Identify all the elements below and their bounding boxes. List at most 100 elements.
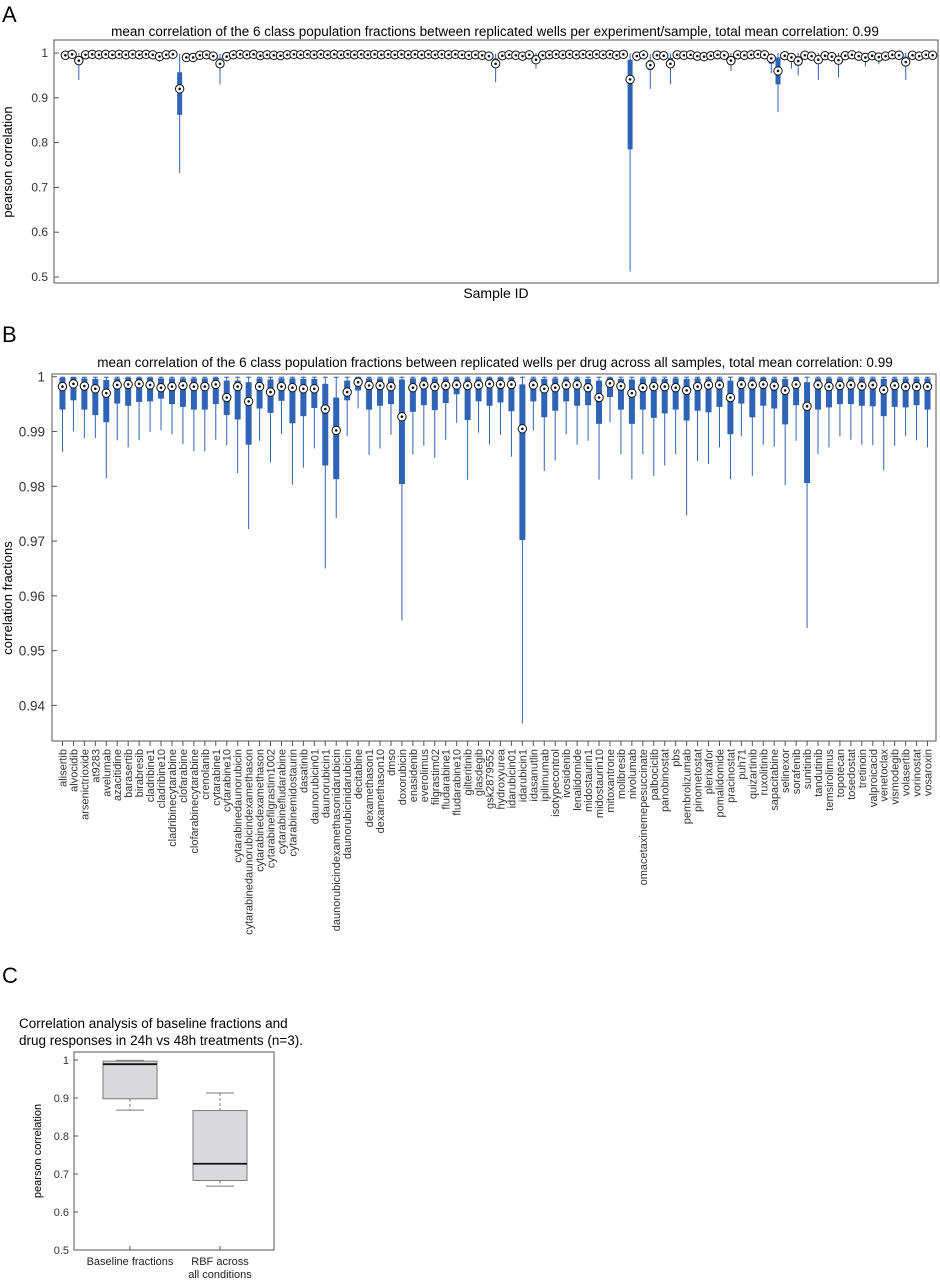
median-dot — [440, 53, 444, 56]
x-tick-label: cytarabinemidostaurin — [287, 749, 299, 857]
box — [793, 377, 800, 406]
median-dot — [527, 53, 531, 57]
box — [431, 378, 438, 411]
median-dot — [568, 53, 571, 56]
median-dot — [326, 53, 329, 57]
box — [891, 378, 898, 407]
x-tick-label: daunorubicin01 — [309, 749, 321, 824]
median-dot — [608, 382, 612, 385]
x-tick-label: idarubicin1 — [517, 749, 529, 802]
box — [639, 378, 646, 410]
box — [366, 378, 373, 410]
box — [694, 378, 701, 411]
median-dot — [662, 54, 666, 57]
box — [836, 378, 843, 405]
x-tick-label: crenolanib — [200, 749, 212, 800]
box — [530, 378, 537, 402]
panel-a-axes-frame — [53, 39, 939, 284]
median-dot — [884, 54, 887, 58]
median-dot — [259, 54, 262, 57]
box — [256, 378, 263, 409]
x-tick-label: isotypecontrol — [550, 749, 562, 817]
median-dot — [648, 63, 652, 67]
median-dot — [474, 53, 477, 57]
y-tick-label: 0.6 — [31, 225, 48, 239]
median-dot — [756, 53, 760, 56]
median-dot — [380, 53, 383, 57]
median-dot — [897, 53, 901, 57]
x-tick-label: sorafenib — [791, 749, 803, 794]
median-dot — [926, 385, 929, 388]
median-dot — [915, 385, 918, 388]
y-tick-label: 0.9 — [54, 1093, 69, 1105]
x-tick-label: filgrastim02 — [430, 749, 442, 805]
x-tick-label: at9283 — [90, 749, 102, 783]
x-tick-label: idasanutlin — [528, 749, 540, 802]
box — [628, 379, 635, 424]
x-tick-label: decitabine — [353, 749, 365, 799]
median-dot — [494, 62, 497, 66]
median-dot — [131, 53, 134, 56]
median-dot — [413, 53, 417, 56]
box — [377, 378, 384, 406]
x-tick-label: enasidenib — [408, 749, 420, 802]
median-dot — [790, 56, 793, 59]
median-dot — [575, 53, 578, 57]
median-dot — [323, 407, 327, 411]
y-tick-label: 0.99 — [19, 425, 45, 440]
box — [847, 378, 854, 405]
y-tick-label: 0.96 — [19, 589, 45, 604]
box — [177, 72, 183, 115]
median-dot — [205, 53, 208, 57]
median-dot — [689, 53, 692, 57]
median-dot — [137, 382, 141, 386]
median-dot — [837, 58, 840, 62]
x-tick-label: everolimus — [419, 749, 431, 803]
median-dot — [816, 383, 820, 387]
median-dot — [225, 55, 229, 58]
median-dot — [740, 383, 743, 386]
median-dot — [245, 53, 249, 57]
median-dot — [104, 53, 107, 56]
median-dot — [306, 53, 309, 56]
panel-c-axes-frame — [73, 1051, 275, 1251]
median-dot — [353, 53, 356, 57]
median-dot — [772, 384, 776, 388]
median-dot — [850, 53, 854, 57]
x-tick-label: cytarabinedaunorubicindexamethason — [244, 749, 256, 935]
median-dot — [619, 384, 623, 388]
box — [81, 378, 88, 410]
x-tick-label: mitoxantrone — [605, 749, 617, 813]
median-dot — [422, 383, 426, 387]
box — [541, 378, 548, 418]
x-tick-label: palbociclib — [649, 749, 661, 800]
x-tick-label: plerixafor — [704, 749, 716, 795]
box — [760, 377, 767, 406]
x-tick-label: pracinostat — [725, 749, 737, 803]
x-tick-label: RBF across — [191, 1256, 249, 1268]
median-dot — [675, 53, 679, 57]
median-dot — [334, 429, 338, 432]
median-dot — [882, 388, 886, 392]
median-dot — [911, 53, 914, 57]
x-tick-label: ruxolitinib — [758, 749, 770, 795]
median-dot — [302, 387, 305, 391]
median-dot — [499, 383, 502, 386]
median-dot — [70, 53, 74, 56]
panel-b-letter: B — [2, 322, 17, 347]
x-tick-label: Baseline fractions — [87, 1256, 174, 1268]
median-dot — [588, 53, 592, 57]
median-dot — [64, 53, 67, 57]
box — [190, 378, 197, 410]
median-dot — [615, 53, 618, 57]
median-dot — [420, 53, 423, 57]
median-dot — [252, 53, 255, 56]
x-tick-label: daunorubicindexamethasonidarubicin — [331, 749, 343, 931]
median-dot — [159, 386, 163, 389]
median-dot — [77, 59, 81, 62]
x-tick-label: gsk2879552 — [485, 749, 497, 809]
panel-a-ylabel: pearson correlation — [0, 106, 15, 217]
median-dot — [595, 53, 598, 56]
median-dot — [366, 53, 370, 57]
box — [136, 377, 143, 402]
